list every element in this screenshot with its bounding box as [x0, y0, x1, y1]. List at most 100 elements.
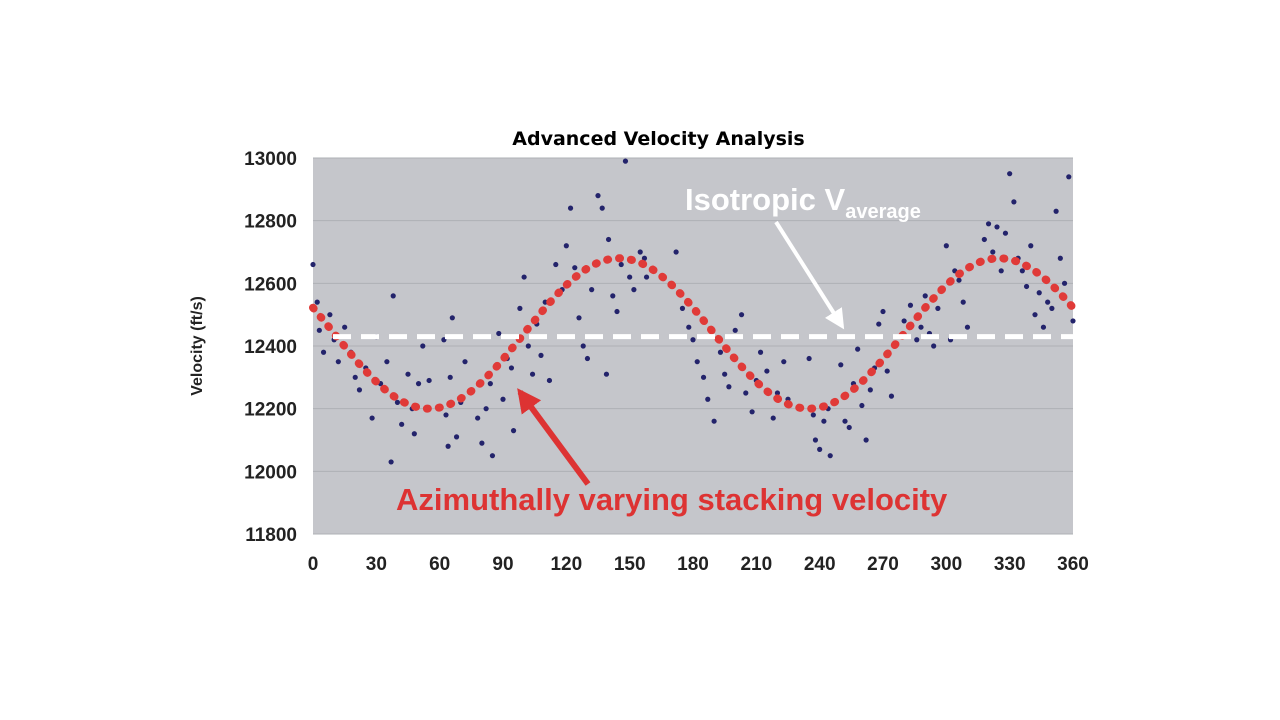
scatter-point	[922, 293, 928, 299]
y-tick-label: 12200	[244, 400, 297, 421]
scatter-point	[643, 274, 650, 280]
scatter-point	[641, 255, 648, 261]
scatter-point	[1028, 243, 1034, 249]
scatter-point	[705, 396, 711, 402]
scatter-point	[990, 249, 996, 255]
azimuthal-arrow	[517, 388, 591, 486]
scatter-point	[931, 343, 937, 349]
scatter-point	[500, 396, 506, 402]
x-tick-label: 180	[677, 554, 709, 575]
x-tick-label: 120	[550, 554, 582, 575]
scatter-point	[956, 277, 962, 283]
scatter-point	[717, 349, 724, 355]
scatter-point	[390, 293, 396, 299]
scatter-point	[732, 327, 738, 333]
scatter-point	[314, 299, 320, 305]
scatter-point	[521, 274, 527, 280]
scatter-point	[622, 158, 629, 164]
scatter-point	[631, 287, 637, 293]
azimuthal-annotation: Azimuthally varying stacking velocity	[396, 482, 948, 517]
scatter-point	[1061, 280, 1068, 286]
y-tick-label: 11800	[245, 525, 297, 546]
scatter-point	[453, 434, 460, 440]
scatter-point	[690, 337, 696, 343]
scatter-point	[517, 305, 523, 311]
y-axis-label: Velocity (ft/s)	[189, 296, 206, 396]
scatter-point	[743, 390, 749, 396]
x-tick-label: 90	[492, 554, 513, 575]
scatter-point	[603, 371, 610, 377]
scatter-point	[810, 412, 816, 418]
scatter-point	[964, 324, 971, 330]
scatter-point	[827, 453, 833, 459]
scatter-point	[914, 337, 920, 343]
scatter-point	[584, 355, 591, 362]
scatter-point	[764, 368, 770, 374]
scatter-point	[960, 299, 966, 305]
scatter-point	[335, 359, 341, 365]
scatter-point	[447, 374, 453, 380]
x-axis-ticks: 0 30 60 90 120 150 180 210 240 270 300 330 360	[308, 554, 1089, 575]
scatter-point	[694, 359, 700, 365]
scatter-point	[981, 236, 987, 243]
scatter-point	[479, 440, 485, 446]
scatter-point	[859, 402, 865, 409]
scatter-point	[475, 415, 481, 421]
scatter-point	[1032, 312, 1038, 318]
scatter-point	[415, 381, 422, 387]
scatter-point	[576, 315, 582, 321]
scatter-point	[567, 205, 574, 211]
scatter-point	[994, 224, 1000, 230]
scatter-point	[726, 384, 732, 390]
scatter-point	[589, 287, 595, 293]
scatter-point	[985, 221, 992, 227]
scatter-point	[888, 393, 895, 399]
scatter-point	[508, 365, 515, 371]
scatter-point	[918, 324, 924, 330]
scatter-point	[846, 424, 852, 431]
scatter-point	[1023, 283, 1030, 290]
scatter-point	[316, 327, 322, 333]
scatter-point	[867, 387, 873, 393]
scatter-point	[863, 437, 869, 443]
isotropic-arrow	[774, 220, 845, 330]
scatter-point	[595, 193, 601, 199]
scatter-point	[320, 349, 327, 355]
scatter-point	[774, 390, 781, 396]
scatter-point	[757, 349, 764, 355]
scatter-points	[310, 158, 1076, 465]
slide-title: Advanced Velocity Analysis	[512, 128, 805, 150]
scatter-point	[679, 305, 686, 311]
scatter-point	[546, 377, 553, 384]
scatter-point	[405, 371, 411, 377]
scatter-point	[781, 359, 787, 365]
y-tick-label: 12400	[244, 337, 297, 358]
scatter-point	[352, 374, 358, 380]
scatter-point	[627, 274, 633, 280]
scatter-point	[821, 418, 827, 424]
y-tick-label: 12600	[244, 274, 297, 295]
scatter-point	[599, 205, 605, 211]
scatter-point	[637, 249, 643, 255]
scatter-point	[411, 431, 417, 437]
scatter-point	[605, 236, 612, 243]
scatter-point	[614, 308, 620, 315]
scatter-point	[538, 352, 544, 358]
scatter-point	[770, 415, 776, 421]
scatter-point	[510, 428, 517, 434]
scatter-point	[342, 324, 348, 330]
scatter-point	[462, 359, 468, 365]
scatter-point	[487, 381, 493, 387]
x-tick-label: 240	[804, 554, 836, 575]
scatter-point	[1002, 230, 1009, 236]
y-tick-label: 13000	[244, 149, 297, 170]
scatter-point	[618, 261, 624, 268]
scatter-point	[1066, 174, 1072, 180]
scatter-point	[998, 268, 1004, 274]
scatter-point	[1053, 208, 1059, 214]
scatter-point	[1011, 199, 1017, 205]
x-tick-label: 0	[308, 554, 319, 575]
scatter-point	[610, 293, 616, 299]
scatter-point	[806, 355, 812, 362]
x-tick-label: 330	[994, 554, 1026, 575]
